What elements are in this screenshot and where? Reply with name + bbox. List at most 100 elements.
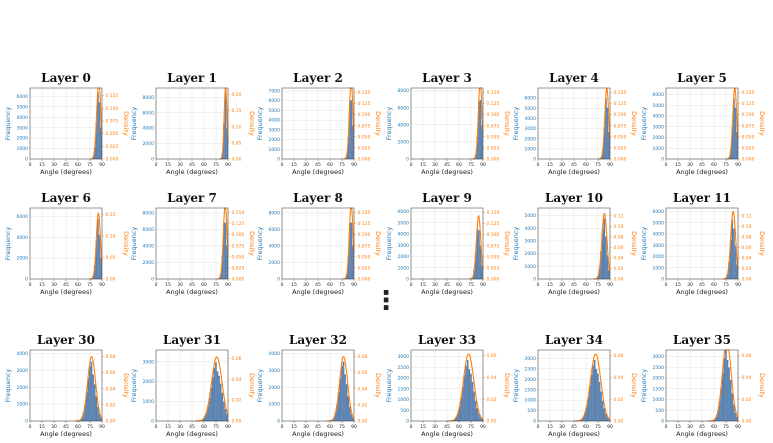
y1-tick-label: 3000 <box>17 368 29 374</box>
x-tick-label: 45 <box>189 424 195 430</box>
x-tick-label: 0 <box>155 162 158 168</box>
y1-axis-label: Frequency <box>4 227 12 261</box>
y1-axis-label: Frequency <box>385 369 393 403</box>
y2-tick-label: 0.150 <box>614 90 627 96</box>
x-tick-label: 0 <box>281 282 284 288</box>
y2-tick-label: 0.050 <box>487 134 500 140</box>
y2-axis-label: Density <box>758 231 766 256</box>
x-tick-label: 90 <box>99 162 105 168</box>
y1-tick-label: 2000 <box>653 254 665 260</box>
x-axis-label: Angle (degrees) <box>676 430 728 438</box>
histogram-bar <box>341 366 343 422</box>
x-axis-label: Angle (degrees) <box>292 168 344 176</box>
y2-tick-label: 0.125 <box>358 101 371 107</box>
x-tick-label: 90 <box>351 162 357 168</box>
x-tick-label: 75 <box>87 162 93 168</box>
x-tick-label: 15 <box>291 282 297 288</box>
y1-tick-label: 0 <box>406 157 409 163</box>
density-curve <box>343 207 355 280</box>
plot-frame <box>155 349 229 422</box>
density-curve <box>326 356 355 422</box>
chart-title: Layer 7 <box>167 191 217 205</box>
chart-panel: Layer 1 0 15 30 45 60 75 90 0 2000 4000 6000 8000 0.0… <box>130 71 256 176</box>
y2-tick-label: 0.100 <box>614 112 627 118</box>
x-tick-label: 30 <box>177 424 183 430</box>
x-tick-label: 0 <box>29 162 32 168</box>
chart-panel: Layer 33 0 15 30 45 60 75 90 0 500 1000 1500 2000 250… <box>385 333 511 438</box>
histogram-bar <box>90 361 93 422</box>
histogram-bar <box>215 362 217 422</box>
x-tick-label: 75 <box>723 162 729 168</box>
y2-axis-label: Density <box>122 373 130 398</box>
y2-tick-label: 0.12 <box>742 213 752 219</box>
x-tick-label: 90 <box>351 424 357 430</box>
y2-tick-label: 0.06 <box>742 353 752 359</box>
x-tick-label: 30 <box>687 282 693 288</box>
x-tick-label: 60 <box>75 282 81 288</box>
y1-tick-label: 3000 <box>269 368 281 374</box>
x-tick-label: 60 <box>327 282 333 288</box>
y1-axis-label: Frequency <box>512 369 520 403</box>
y1-axis-label: Frequency <box>512 107 520 141</box>
histogram-bar <box>723 358 726 422</box>
y1-tick-label: 3000 <box>525 126 537 132</box>
plot-frame <box>665 87 739 160</box>
x-tick-label: 90 <box>225 282 231 288</box>
x-tick-label: 15 <box>420 162 426 168</box>
y1-tick-label: 3000 <box>653 243 665 249</box>
histogram-bar <box>471 381 474 422</box>
y2-tick-label: 0.04 <box>487 375 497 381</box>
y1-tick-label: 1000 <box>269 147 281 153</box>
x-axis-label: Angle (degrees) <box>548 288 600 296</box>
y2-tick-label: 0.00 <box>232 157 242 163</box>
y1-tick-label: 3000 <box>17 125 29 131</box>
histogram-bar <box>223 401 225 422</box>
histogram-bar <box>601 400 604 422</box>
y1-tick-label: 3000 <box>653 354 665 360</box>
histogram-bar <box>733 404 735 422</box>
x-axis-label: Angle (degrees) <box>40 430 92 438</box>
y1-tick-label: 5000 <box>525 106 537 112</box>
y2-tick-label: 0.050 <box>614 134 627 140</box>
x-tick-label: 45 <box>315 282 321 288</box>
y2-tick-label: 0.125 <box>232 221 245 227</box>
y1-tick-label: 6000 <box>17 214 29 220</box>
x-tick-label: 90 <box>607 162 613 168</box>
y1-axis-label: Frequency <box>130 107 138 141</box>
y2-tick-label: 0.20 <box>232 92 242 98</box>
y2-tick-label: 0.125 <box>614 101 627 107</box>
y1-tick-label: 1000 <box>17 146 29 152</box>
density-curve <box>74 356 103 422</box>
x-tick-label: 90 <box>351 282 357 288</box>
y1-tick-label: 7000 <box>269 89 281 95</box>
histogram-bar <box>349 406 351 422</box>
y2-axis-label: Density <box>630 231 638 256</box>
histogram-bar <box>603 218 606 280</box>
y2-tick-label: 0.050 <box>358 254 371 260</box>
x-axis-label: Angle (degrees) <box>421 168 473 176</box>
y2-tick-label: 0.02 <box>487 397 497 403</box>
y2-tick-label: 0.00 <box>106 277 116 283</box>
y2-tick-label: 0.08 <box>614 235 624 241</box>
x-tick-label: 30 <box>177 162 183 168</box>
histogram-bar <box>347 396 350 422</box>
x-tick-label: 15 <box>675 424 681 430</box>
y1-tick-label: 8000 <box>269 211 281 217</box>
y2-axis-label: Density <box>503 231 511 256</box>
y1-tick-label: 1000 <box>17 402 29 408</box>
y1-tick-label: 6000 <box>269 98 281 104</box>
y1-tick-label: 6000 <box>269 227 281 233</box>
chart-panel: Layer 11 0 15 30 45 60 75 90 0 1000 2000 3000 4000 50… <box>640 191 766 296</box>
y2-tick-label: 0.02 <box>358 402 368 408</box>
y2-tick-label: 0.05 <box>232 140 242 146</box>
y2-tick-label: 0.075 <box>232 243 245 249</box>
x-tick-label: 0 <box>281 424 284 430</box>
y1-tick-label: 1000 <box>653 265 665 271</box>
x-tick-label: 45 <box>699 162 705 168</box>
chart-title: Layer 35 <box>673 333 731 347</box>
x-tick-label: 45 <box>699 424 705 430</box>
density-curve <box>722 210 739 280</box>
y1-tick-label: 500 <box>527 408 536 414</box>
y2-axis-label: Density <box>374 231 382 256</box>
y1-tick-label: 0 <box>533 277 536 283</box>
